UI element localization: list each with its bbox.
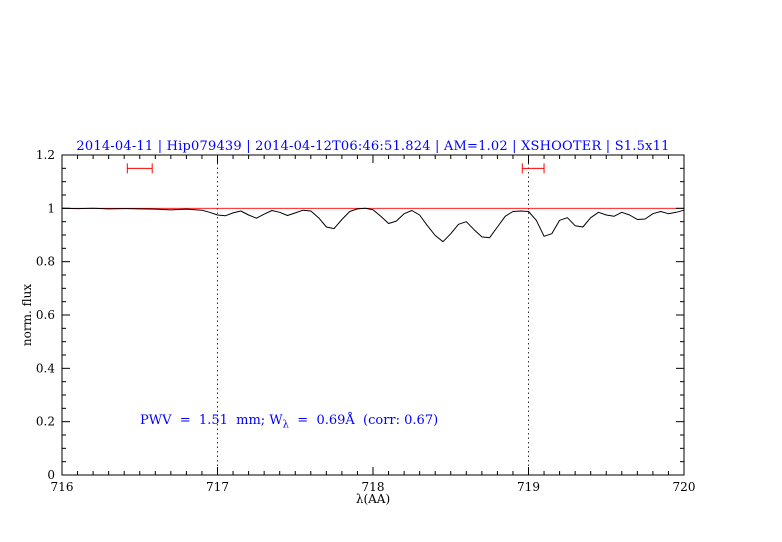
pwv-annotation: PWV = 1.51 mm; Wλ = 0.69Å (corr: 0.67) bbox=[140, 413, 438, 431]
x-tick-label: 716 bbox=[51, 480, 74, 494]
axis-ticks bbox=[61, 154, 685, 476]
y-tick-label: 0 bbox=[47, 468, 55, 482]
x-tick-label: 717 bbox=[206, 480, 229, 494]
line-region-marker bbox=[521, 163, 545, 174]
y-tick-label: 0.2 bbox=[36, 415, 55, 429]
x-axis-label: λ(AA) bbox=[355, 492, 391, 506]
x-tick-label: 720 bbox=[673, 480, 696, 494]
y-tick-label: 1.2 bbox=[36, 148, 55, 162]
y-tick-label: 0.6 bbox=[36, 308, 55, 322]
spectrum-line bbox=[61, 207, 685, 243]
chart-title: 2014-04-11 | Hip079439 | 2014-04-12T06:4… bbox=[76, 139, 670, 154]
axis-tick-labels: 716 717 718 719 720 0 0.2 0.4 0.6 0.8 1 1.2 bbox=[36, 148, 696, 494]
y-tick-label: 1 bbox=[47, 201, 55, 215]
pwv-annotation-suffix: = 0.69Å (corr: 0.67) bbox=[289, 413, 439, 428]
pwv-annotation-lambda: λ bbox=[282, 419, 290, 431]
x-tick-label: 719 bbox=[517, 480, 540, 494]
y-tick-label: 0.4 bbox=[36, 361, 55, 375]
x-tick-label: 718 bbox=[362, 480, 385, 494]
line-region-marker bbox=[126, 163, 153, 174]
y-tick-label: 0.8 bbox=[36, 255, 55, 269]
pwv-annotation-prefix: PWV = 1.51 mm; W bbox=[140, 413, 283, 428]
y-axis-label: norm. flux bbox=[20, 283, 34, 347]
